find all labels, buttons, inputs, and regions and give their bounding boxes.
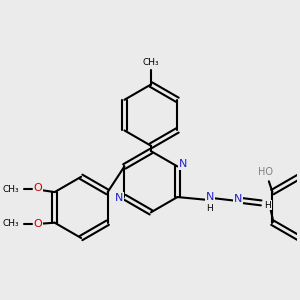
Text: CH₃: CH₃: [2, 219, 19, 228]
Text: N: N: [178, 159, 187, 169]
Text: CH₃: CH₃: [2, 185, 19, 194]
Text: O: O: [34, 184, 42, 194]
Text: N: N: [206, 192, 214, 202]
Text: HO: HO: [258, 167, 273, 177]
Text: O: O: [34, 219, 42, 229]
Text: H: H: [206, 204, 213, 213]
Text: N: N: [234, 194, 242, 204]
Text: N: N: [115, 193, 123, 203]
Text: H: H: [264, 201, 271, 210]
Text: CH₃: CH₃: [142, 58, 159, 68]
